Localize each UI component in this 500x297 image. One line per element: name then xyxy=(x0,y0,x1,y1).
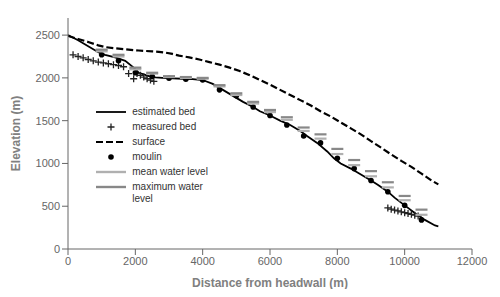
svg-text:1500: 1500 xyxy=(36,115,60,127)
svg-text:0: 0 xyxy=(54,243,60,255)
svg-text:0: 0 xyxy=(65,255,71,267)
html-text:moulin: moulin xyxy=(132,150,162,162)
html-text:measured bed: measured bed xyxy=(132,120,197,132)
svg-text:2500: 2500 xyxy=(36,29,60,41)
svg-text:2000: 2000 xyxy=(123,255,147,267)
svg-text:4000: 4000 xyxy=(190,255,214,267)
svg-text:500: 500 xyxy=(42,200,60,212)
svg-text:6000: 6000 xyxy=(258,255,282,267)
html-text:estimated bed: estimated bed xyxy=(132,105,196,117)
html-text:maximum water level: maximum water level xyxy=(132,180,203,204)
html-text:surface: surface xyxy=(132,135,166,147)
svg-text:1000: 1000 xyxy=(36,157,60,169)
svg-text:Distance from headwall (m): Distance from headwall (m) xyxy=(192,276,348,289)
html-text:mean water level: mean water level xyxy=(132,165,208,177)
svg-text:10000: 10000 xyxy=(389,255,420,267)
svg-text:8000: 8000 xyxy=(325,255,349,267)
svg-text:2000: 2000 xyxy=(36,72,60,84)
svg-text:12000: 12000 xyxy=(457,255,488,267)
svg-text:Elevation (m): Elevation (m) xyxy=(9,96,23,171)
